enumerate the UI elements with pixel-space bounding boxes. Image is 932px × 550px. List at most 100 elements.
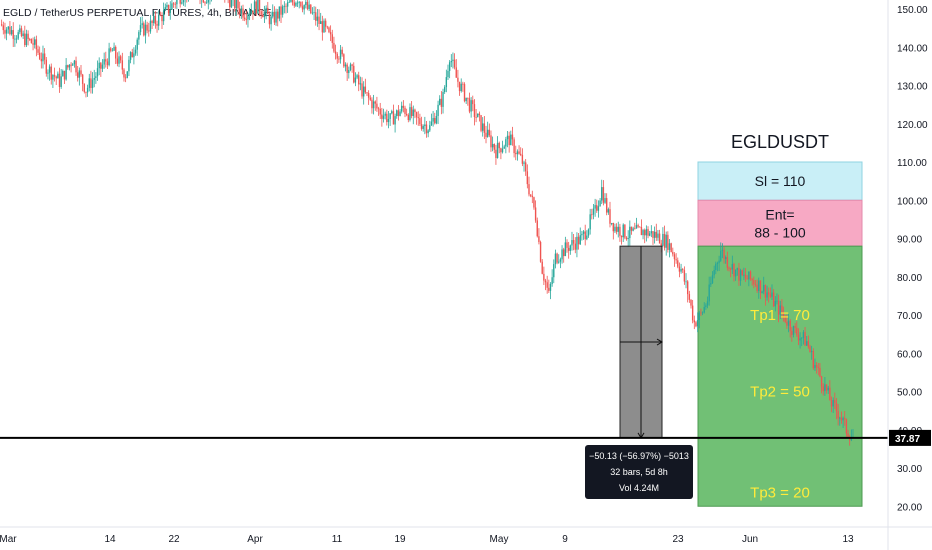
take-profit-label: Tp2 = 50 <box>750 384 810 401</box>
candle-body <box>551 277 553 285</box>
candle-body <box>432 117 434 122</box>
candle-body <box>280 6 282 15</box>
y-tick-label: 50.00 <box>897 388 922 399</box>
candle-body <box>700 312 702 314</box>
candle-body <box>710 283 712 285</box>
candle-body <box>144 24 147 36</box>
candle-body <box>392 111 395 125</box>
candle-body <box>278 6 281 19</box>
candle-body <box>581 233 583 236</box>
candle-body <box>407 115 410 120</box>
candle-body <box>106 61 109 66</box>
candle-body <box>776 300 778 302</box>
candle-body <box>176 0 178 5</box>
candle-body <box>333 42 335 52</box>
candle-body <box>434 117 436 124</box>
candle-body <box>10 30 13 35</box>
candle-body <box>153 15 155 23</box>
candle-body <box>691 305 694 321</box>
candle-body <box>511 134 514 140</box>
candle-body <box>655 231 657 238</box>
candle-body <box>503 146 505 149</box>
candle-body <box>807 341 810 347</box>
y-axis[interactable]: 150.00 140.00 130.00 120.00 110.00 100.00 90.0… <box>887 0 931 550</box>
candle-body <box>35 39 38 50</box>
candle-body <box>579 235 581 245</box>
candle-body <box>799 338 801 341</box>
candle-body <box>612 222 615 232</box>
y-tick-label: 100.00 <box>897 196 928 207</box>
candle-body <box>447 70 449 78</box>
candle-body <box>240 8 243 14</box>
candle-body <box>536 220 538 237</box>
candle-body <box>806 341 808 346</box>
y-tick-label: 60.00 <box>897 349 922 360</box>
candle-body <box>258 0 261 12</box>
candle-body <box>794 326 796 328</box>
candle-body <box>688 294 691 300</box>
candle-body <box>766 292 768 298</box>
take-profit-label: Tp1 = 70 <box>750 307 810 324</box>
candle-body <box>328 27 330 33</box>
candle-body <box>300 1 302 7</box>
candle-body <box>658 233 661 244</box>
measure-tool: −50.13 (−56.97%) −5013 32 bars, 5d 8h Vol … <box>585 245 693 499</box>
candle-body <box>68 64 71 68</box>
candle-body <box>822 386 824 392</box>
candle-body <box>162 10 165 22</box>
candle-body <box>738 268 740 281</box>
candle-body <box>465 97 467 102</box>
candle-body <box>386 113 388 123</box>
x-axis[interactable]: Mar 14 22 Apr 11 19 May 9 23 Jun 13 <box>0 526 932 545</box>
candle-body <box>63 70 66 80</box>
candle-body <box>483 123 486 133</box>
candle-body <box>329 32 332 35</box>
candle-body <box>85 91 87 93</box>
candle-body <box>564 242 567 257</box>
candle-body <box>443 87 446 93</box>
candle-body <box>115 46 117 59</box>
candle-body <box>166 4 168 8</box>
candle-body <box>457 77 459 82</box>
candle-body <box>138 32 140 40</box>
candle-body <box>786 321 788 326</box>
candle-body <box>787 320 790 326</box>
candle-body <box>293 2 295 6</box>
candle-body <box>827 387 829 391</box>
candle-body <box>58 73 61 87</box>
candle-body <box>238 8 241 14</box>
candle-body <box>204 2 206 4</box>
stop-loss-zone <box>697 161 863 201</box>
candle-body <box>751 279 753 281</box>
candle-body <box>784 315 786 322</box>
candle-body <box>243 17 246 20</box>
candle-body <box>410 107 413 116</box>
candle-body <box>415 112 418 118</box>
candle-body <box>308 4 310 9</box>
candle-body <box>614 226 616 232</box>
candle-body <box>797 334 800 341</box>
candle-body <box>237 0 239 9</box>
stop-loss-label: Sl = 110 <box>755 173 806 189</box>
candle-body <box>531 195 533 198</box>
candle-body <box>637 225 639 227</box>
candle-body <box>260 11 262 15</box>
candle-body <box>847 433 849 437</box>
candle-body <box>22 33 24 37</box>
candle-body <box>505 139 507 147</box>
x-tick-label: 19 <box>394 534 406 545</box>
candle-body <box>723 249 725 260</box>
candle-body <box>9 26 11 35</box>
candle-body <box>501 148 504 153</box>
candle-body <box>698 312 700 321</box>
candle-body <box>229 0 231 8</box>
candle-body <box>57 73 59 79</box>
x-tick-label: 9 <box>562 534 568 545</box>
candle-body <box>725 257 727 260</box>
candle-body <box>695 322 697 327</box>
candle-body <box>791 330 793 335</box>
candle-body <box>597 206 600 211</box>
candle-body <box>685 281 687 283</box>
candle-body <box>90 78 92 88</box>
